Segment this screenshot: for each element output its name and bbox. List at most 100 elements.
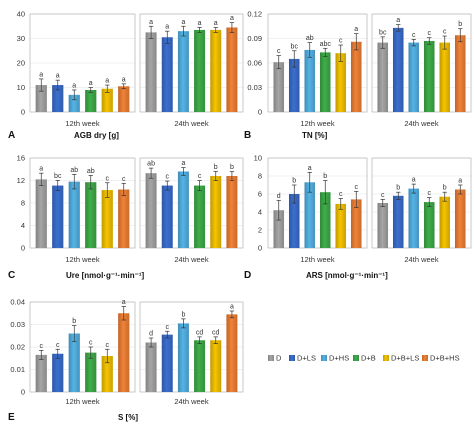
- bar: [145, 342, 157, 392]
- x-axis-label: ARS [nmol·g⁻¹·min⁻¹]: [306, 271, 388, 280]
- error-bar: [197, 180, 202, 191]
- bar: [194, 340, 206, 392]
- bar: [288, 58, 300, 112]
- y-tick-label: 4: [258, 208, 262, 217]
- bar: [226, 176, 238, 248]
- bar: [177, 171, 189, 248]
- significance-letter: bc: [291, 43, 299, 50]
- significance-letter: ab: [306, 35, 314, 42]
- significance-letter: c: [89, 340, 93, 347]
- y-tick-label: 0.03: [247, 83, 262, 92]
- y-tick-label: 0.09: [247, 34, 262, 43]
- y-tick-label: 0.01: [10, 365, 25, 374]
- bar: [177, 323, 189, 392]
- error-bar: [148, 337, 154, 348]
- legend-swatch: [353, 355, 359, 361]
- chart-panel-a: 0 10 20 30 40 a a a a a a 12th week a a a a a a 24th week A…: [8, 10, 244, 141]
- significance-letter: c: [40, 343, 44, 350]
- significance-letter: d: [277, 193, 281, 200]
- error-bar: [458, 184, 463, 195]
- bar: [350, 41, 362, 113]
- significance-letter: b: [230, 164, 234, 171]
- plot-frame: [267, 13, 368, 113]
- significance-letter: a: [214, 20, 218, 27]
- error-bar: [55, 348, 60, 359]
- bar: [335, 53, 347, 112]
- error-bar: [121, 182, 126, 197]
- significance-letter: ab: [70, 167, 78, 174]
- panel-letter: C: [8, 270, 15, 281]
- legend-swatch: [268, 355, 274, 361]
- y-tick-label: 16: [17, 154, 25, 163]
- significance-letter: c: [166, 174, 170, 181]
- bar: [85, 182, 97, 248]
- panel-letter: B: [244, 130, 251, 141]
- significance-letter: a: [89, 80, 93, 87]
- bar: [161, 334, 173, 392]
- y-tick-label: 0: [258, 108, 262, 117]
- significance-letter: bc: [379, 29, 387, 36]
- bar: [439, 42, 451, 113]
- legend-swatch: [289, 355, 295, 361]
- bar: [145, 173, 157, 248]
- error-bar: [148, 25, 154, 39]
- bar: [377, 203, 389, 248]
- x-group-label: 24th week: [404, 255, 438, 264]
- error-bar: [213, 27, 218, 33]
- error-bar: [181, 25, 186, 37]
- error-bar: [323, 47, 328, 57]
- significance-letter: a: [122, 76, 126, 83]
- bar: [273, 62, 285, 112]
- bar: [118, 313, 130, 392]
- error-bar: [105, 182, 110, 198]
- error-bar: [55, 180, 60, 191]
- bar: [52, 85, 64, 112]
- y-tick-label: 0: [258, 244, 262, 253]
- bar: [319, 192, 331, 248]
- error-bar: [105, 348, 110, 364]
- x-axis-label: TN [%]: [302, 131, 328, 140]
- error-bar: [458, 28, 463, 43]
- significance-letter: a: [165, 24, 169, 31]
- significance-letter: c: [56, 342, 60, 349]
- bar: [194, 185, 206, 248]
- plot-frame: [29, 157, 136, 249]
- significance-letter: a: [230, 304, 234, 311]
- y-tick-label: 6: [258, 190, 262, 199]
- x-axis-label: Ure [nmol·g⁻¹·min⁻¹]: [66, 271, 145, 280]
- bar: [118, 189, 130, 248]
- panel-letter: D: [244, 270, 251, 281]
- panel-letter: A: [8, 130, 15, 141]
- error-bar: [105, 84, 110, 93]
- bar: [392, 195, 404, 248]
- significance-letter: bc: [54, 173, 62, 180]
- y-tick-label: 0.06: [247, 59, 262, 68]
- significance-letter: b: [323, 173, 327, 180]
- y-tick-label: 20: [17, 59, 25, 68]
- y-tick-label: 12: [17, 176, 25, 185]
- significance-letter: a: [39, 71, 43, 78]
- y-tick-label: 2: [258, 226, 262, 235]
- significance-letter: c: [106, 175, 110, 182]
- y-tick-label: 0.03: [10, 320, 25, 329]
- error-bar: [396, 191, 401, 200]
- bar: [85, 352, 97, 392]
- y-tick-label: 8: [21, 199, 25, 208]
- error-bar: [307, 172, 312, 193]
- significance-letter: c: [428, 30, 432, 37]
- error-bar: [427, 197, 432, 207]
- error-bar: [442, 35, 447, 50]
- significance-letter: a: [308, 165, 312, 172]
- legend-swatch: [321, 355, 327, 361]
- bar: [68, 181, 80, 248]
- significance-letter: a: [396, 17, 400, 24]
- significance-letter: d: [149, 331, 153, 338]
- x-group-label: 12th week: [65, 255, 99, 264]
- y-tick-label: 0.04: [10, 298, 25, 307]
- bar: [101, 190, 113, 248]
- significance-letter: b: [292, 178, 296, 185]
- significance-letter: c: [166, 324, 170, 331]
- bar: [350, 199, 362, 248]
- error-bar: [276, 55, 281, 70]
- legend: D D+LS D+HS D+B D+B+LS D+B+HS: [268, 354, 460, 363]
